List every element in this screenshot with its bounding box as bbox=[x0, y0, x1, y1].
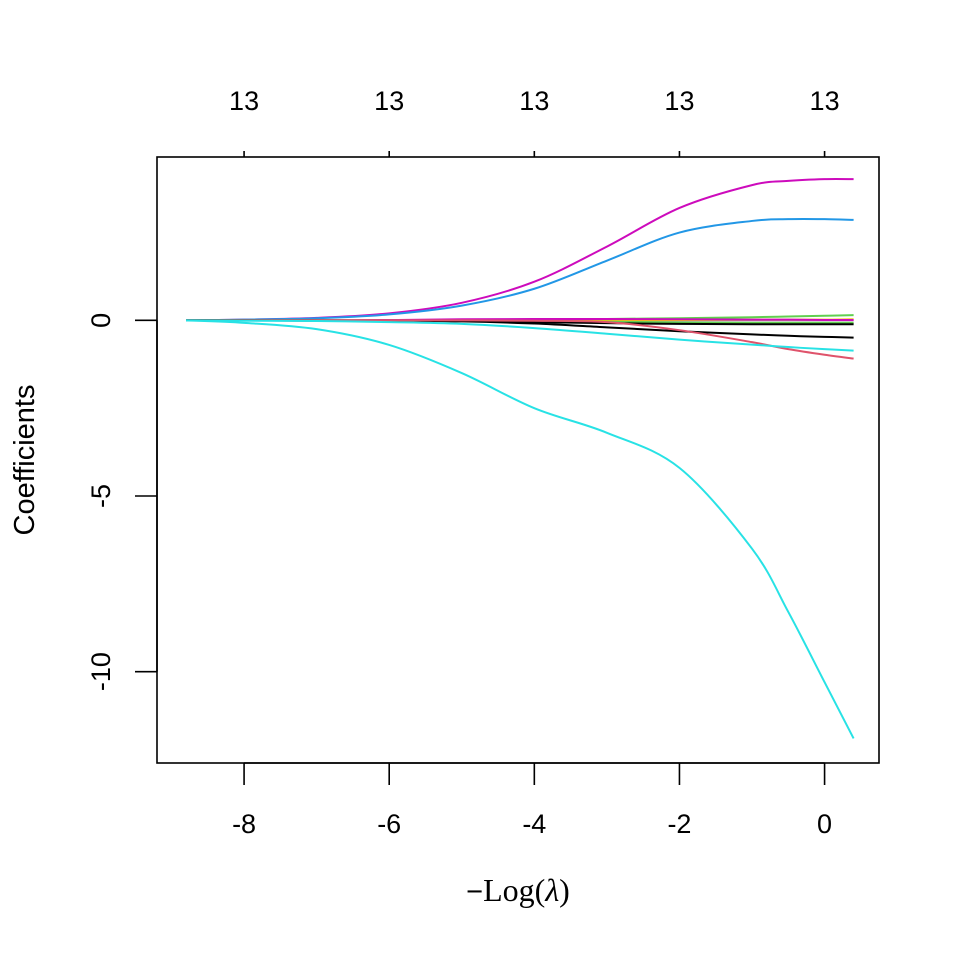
series-line-11 bbox=[186, 319, 854, 352]
series-line-2 bbox=[186, 218, 854, 322]
top-tick-label: 13 bbox=[810, 86, 840, 116]
series-lines bbox=[185, 178, 855, 739]
x-tick-label: -4 bbox=[522, 809, 546, 839]
plot-frame bbox=[156, 156, 880, 764]
x-tick-label: -8 bbox=[232, 809, 256, 839]
y-tick-label: -10 bbox=[86, 652, 116, 691]
x-axis-title: −Log(λ) bbox=[466, 872, 570, 908]
x-axis-title-suffix: ) bbox=[559, 872, 570, 908]
y-axis-title: Coefficients bbox=[9, 385, 41, 536]
top-tick-label: 13 bbox=[374, 86, 404, 116]
x-axis-title-symbol: λ bbox=[544, 872, 559, 908]
x-tick-label: -2 bbox=[667, 809, 691, 839]
top-tick-label: 13 bbox=[229, 86, 259, 116]
x-tick-label: -6 bbox=[377, 809, 401, 839]
series-line-1 bbox=[186, 178, 854, 322]
x-axis-title-prefix: − bbox=[466, 876, 483, 908]
top-tick-label: 13 bbox=[519, 86, 549, 116]
series-line-12 bbox=[185, 319, 855, 739]
x-tick-label: 0 bbox=[817, 809, 832, 839]
x-axis-title-text: Log( bbox=[483, 872, 545, 908]
y-tick-label: 0 bbox=[86, 313, 116, 328]
y-tick-label: -5 bbox=[86, 484, 116, 508]
axes: -8 -6 -4 -2 0 13 13 13 13 13 0 -5 -10 bbox=[86, 86, 840, 839]
top-tick-label: 13 bbox=[664, 86, 694, 116]
